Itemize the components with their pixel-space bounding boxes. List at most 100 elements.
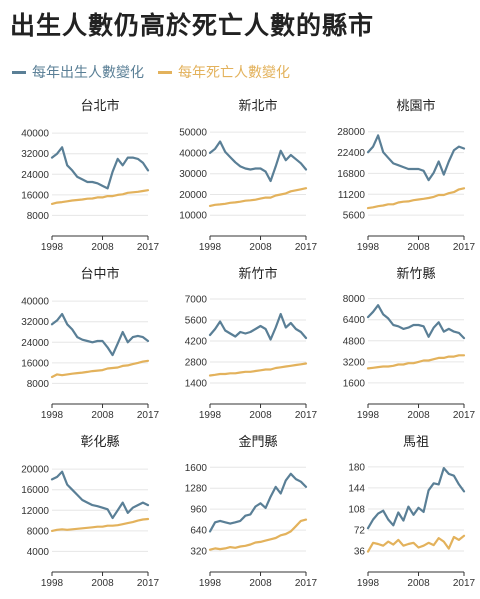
x-tick-label: 1998 [357,410,380,421]
legend-item-deaths: 每年死亡人數變化 [158,62,290,82]
legend-swatch-births [12,70,26,74]
x-tick-label: 2017 [137,578,160,589]
y-tick-label: 4800 [343,336,366,347]
y-tick-label: 5600 [185,316,208,327]
y-tick-label: 16000 [21,190,49,201]
y-tick-label: 40000 [21,129,49,140]
legend: 每年出生人數變化 每年死亡人數變化 [12,62,304,82]
x-tick-label: 2017 [137,242,160,253]
y-tick-label: 8000 [343,294,366,305]
births-line [50,146,150,190]
x-tick-label: 2017 [295,242,318,253]
x-tick-label: 2008 [91,242,114,253]
y-tick-label: 640 [190,526,207,537]
x-tick-label: 2008 [91,410,114,421]
y-tick-label: 8000 [27,526,50,537]
deaths-line [366,534,466,553]
x-tick-label: 1998 [199,578,222,589]
y-tick-label: 32000 [21,317,49,328]
y-tick-label: 8000 [27,379,50,390]
x-tick-label: 2008 [249,410,272,421]
x-tick-label: 2008 [91,578,114,589]
chart-台北市: 台北市 40000 32000 24000 16000 8000 1998 2008 2017 [21,98,159,253]
y-tick-label: 1600 [343,378,366,389]
y-tick-label: 2800 [185,358,208,369]
y-tick-label: 5600 [343,211,366,222]
chart-title: 新北市 [238,98,277,113]
y-tick-label: 8000 [27,211,50,222]
chart-title: 金門縣 [238,434,277,449]
y-tick-label: 22400 [337,148,365,159]
y-tick-label: 16000 [21,485,49,496]
y-tick-label: 1600 [185,463,208,474]
deaths-line [50,359,150,379]
x-tick-label: 1998 [41,242,64,253]
chart-新竹市: 新竹市 7000 5600 4200 2800 1400 1998 2008 2017 [185,266,318,421]
chart-title: 彰化縣 [80,434,119,449]
births-line [208,312,308,341]
deaths-line [366,187,466,210]
y-tick-label: 16000 [21,358,49,369]
x-tick-label: 1998 [357,242,380,253]
y-tick-label: 1280 [185,484,208,495]
x-tick-label: 2008 [249,578,272,589]
x-tick-label: 1998 [41,578,64,589]
chart-桃園市: 桃園市 28000 22400 16800 11200 5600 1998 2008 2017 [337,98,475,253]
y-tick-label: 11200 [338,190,366,201]
y-tick-label: 40000 [179,148,207,159]
y-tick-label: 50000 [179,128,207,139]
x-tick-label: 2017 [453,578,476,589]
y-tick-label: 20000 [179,190,207,201]
x-tick-label: 1998 [199,242,222,253]
y-tick-label: 1400 [185,379,208,390]
chart-title: 台中市 [80,266,119,281]
x-tick-label: 2008 [407,242,430,253]
chart-title: 新竹縣 [396,266,435,281]
y-tick-label: 320 [190,547,207,558]
births-line [50,470,150,520]
deaths-line [208,362,308,377]
x-tick-label: 1998 [199,410,222,421]
y-tick-label: 7000 [185,295,208,306]
chart-title: 台北市 [80,98,119,113]
births-line [208,140,308,183]
x-tick-label: 2008 [249,242,272,253]
legend-swatch-deaths [158,70,172,74]
deaths-line [208,518,308,551]
chart-彰化縣: 彰化縣 20000 16000 12000 8000 4000 1998 2008 2017 [21,434,159,589]
births-line [366,467,466,530]
y-tick-label: 10000 [179,211,207,222]
chart-title: 馬祖 [403,434,429,449]
y-tick-label: 24000 [21,170,49,181]
x-tick-label: 2017 [453,410,476,421]
y-tick-label: 72 [354,525,366,536]
y-tick-label: 36 [354,546,366,557]
chart-台中市: 台中市 40000 32000 24000 16000 8000 1998 2008 2017 [21,266,159,421]
births-line [366,304,466,340]
chart-新北市: 新北市 50000 40000 30000 20000 10000 1998 2008 2017 [179,98,317,253]
y-tick-label: 20000 [21,465,49,476]
y-tick-label: 16800 [337,169,365,180]
births-line [208,472,308,533]
deaths-line [50,189,150,205]
x-tick-label: 2017 [137,410,160,421]
deaths-line [366,354,466,370]
y-tick-label: 28000 [337,127,365,138]
legend-item-births: 每年出生人數變化 [12,62,144,82]
deaths-line [50,517,150,533]
y-tick-label: 30000 [179,169,207,180]
chart-馬祖: 馬祖 180 144 108 72 36 1998 2008 2017 [348,434,475,589]
legend-label-deaths: 每年死亡人數變化 [178,65,290,81]
x-tick-label: 2008 [407,578,430,589]
y-tick-label: 24000 [21,338,49,349]
y-tick-label: 4000 [27,547,50,558]
chart-金門縣: 金門縣 1600 1280 960 640 320 1998 2008 2017 [185,434,318,589]
x-tick-label: 1998 [41,410,64,421]
births-line [50,312,150,357]
y-tick-label: 4200 [185,337,208,348]
x-tick-label: 2017 [453,242,476,253]
y-tick-label: 3200 [343,357,366,368]
chart-title: 新竹市 [238,266,277,281]
births-line [366,134,466,182]
